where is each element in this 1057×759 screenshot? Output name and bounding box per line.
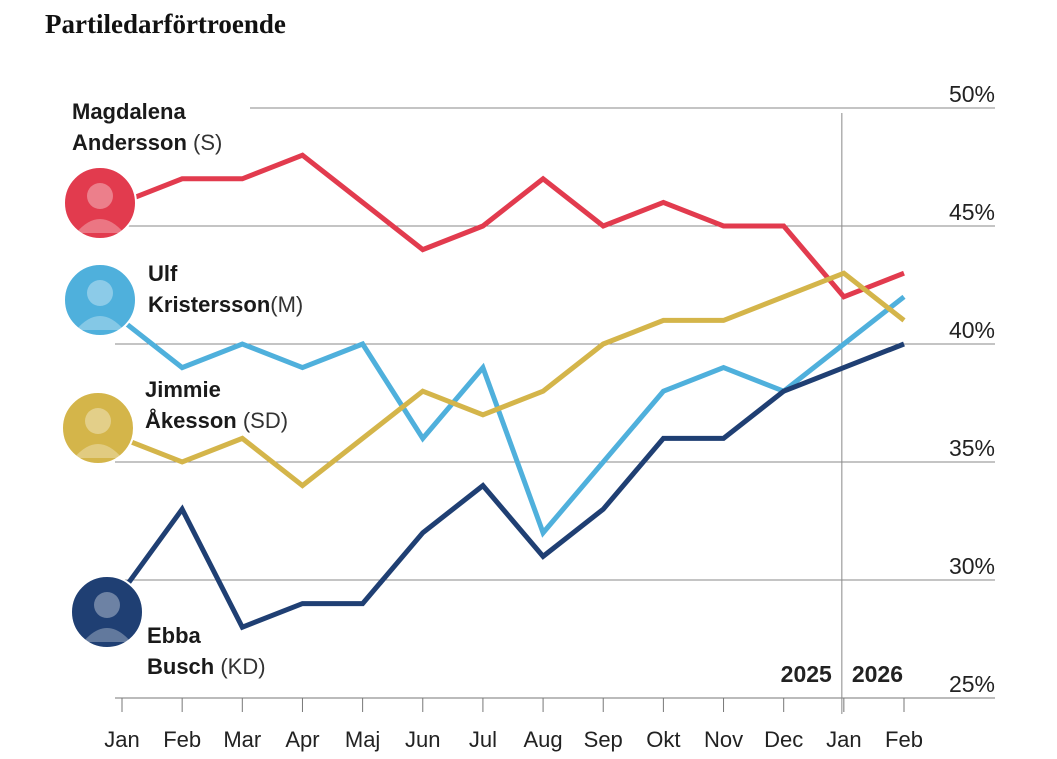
year-label: 2026 — [852, 661, 903, 687]
y-tick-label: 35% — [949, 435, 995, 461]
avatar-head — [87, 183, 113, 209]
avatar-head — [85, 408, 111, 434]
x-tick-label: Mar — [223, 727, 261, 752]
year-label: 2025 — [781, 661, 832, 687]
series-label: Jimmie Åkesson (SD) — [145, 374, 288, 436]
legend-party: (KD) — [220, 654, 266, 679]
x-tick-label: Aug — [523, 727, 562, 752]
x-tick-label: Jan — [104, 727, 139, 752]
x-tick-label: Okt — [646, 727, 680, 752]
series-label: Magdalena Andersson (S) — [72, 96, 222, 158]
x-tick-label: Feb — [163, 727, 201, 752]
y-tick-label: 40% — [949, 317, 995, 343]
legend-party: (M) — [270, 292, 304, 317]
legend-name: Ebba Busch — [147, 623, 215, 679]
legend-party: (SD) — [242, 408, 289, 433]
series-line — [121, 270, 906, 489]
avatar-head — [87, 280, 113, 306]
series-line — [119, 341, 905, 631]
x-tick-label: Sep — [584, 727, 623, 752]
series-line — [120, 294, 906, 538]
legend-name: Jimmie Åkesson — [145, 377, 237, 433]
x-tick-label: Nov — [704, 727, 743, 752]
avatar-body — [76, 316, 124, 330]
avatar — [61, 391, 135, 465]
x-tick-label: Jun — [405, 727, 440, 752]
avatar — [63, 166, 137, 240]
x-tick-label: Feb — [885, 727, 923, 752]
legend-party: (S) — [193, 130, 223, 155]
chart-title: Partiledarförtroende — [45, 9, 286, 39]
legend-name: Ulf Kristersson — [148, 261, 271, 317]
x-tick-label: Apr — [285, 727, 319, 752]
x-tick-label: Jul — [469, 727, 497, 752]
y-tick-label: 50% — [949, 81, 995, 107]
x-tick-label: Maj — [345, 727, 380, 752]
x-tick-label: Dec — [764, 727, 803, 752]
avatar-body — [74, 444, 122, 458]
avatar — [63, 263, 137, 337]
series-label: Ulf Kristersson(M) — [148, 258, 303, 320]
avatar-body — [76, 219, 124, 233]
series-label: Ebba Busch (KD) — [147, 620, 266, 682]
series-line — [121, 152, 905, 300]
avatar — [70, 575, 144, 649]
y-tick-label: 25% — [949, 671, 995, 697]
x-tick-label: Jan — [826, 727, 861, 752]
avatar-head — [94, 592, 120, 618]
legend-name: Magdalena Andersson — [72, 99, 187, 155]
y-tick-label: 30% — [949, 553, 995, 579]
y-tick-label: 45% — [949, 199, 995, 225]
avatar-body — [83, 628, 131, 642]
